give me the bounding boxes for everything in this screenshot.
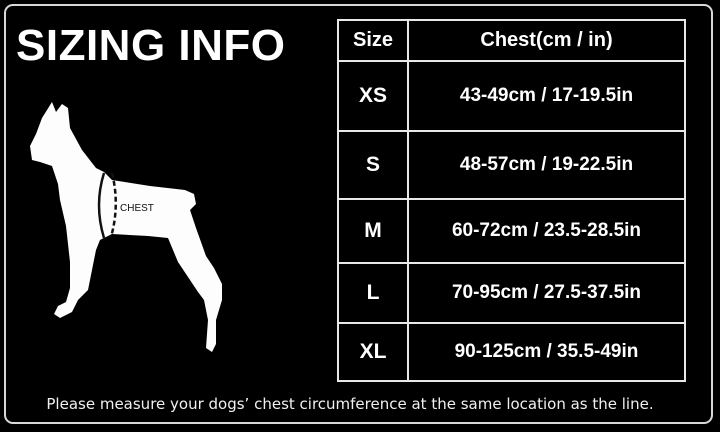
table-row: XS 43-49cm / 17-19.5in bbox=[337, 60, 686, 132]
chest-cell: 48-57cm / 19-22.5in bbox=[407, 130, 686, 200]
size-cell: XS bbox=[337, 60, 409, 132]
table-row: S 48-57cm / 19-22.5in bbox=[337, 130, 686, 200]
measurement-note: Please measure your dogs’ chest circumfe… bbox=[46, 395, 654, 413]
table-row: M 60-72cm / 23.5-28.5in bbox=[337, 198, 686, 264]
chest-measure-dashed-line bbox=[109, 172, 118, 238]
chest-cell: 60-72cm / 23.5-28.5in bbox=[407, 198, 686, 264]
header-size: Size bbox=[337, 19, 409, 62]
header-chest: Chest(cm / in) bbox=[407, 19, 686, 62]
chest-cell: 43-49cm / 17-19.5in bbox=[407, 60, 686, 132]
chest-label: CHEST bbox=[120, 203, 154, 214]
size-table: Size Chest(cm / in) XS 43-49cm / 17-19.5… bbox=[337, 19, 686, 382]
chest-measure-line bbox=[97, 172, 106, 239]
table-header-row: Size Chest(cm / in) bbox=[337, 19, 686, 62]
chest-cell: 90-125cm / 35.5-49in bbox=[407, 322, 686, 382]
size-cell: L bbox=[337, 262, 409, 324]
outer-frame bbox=[4, 4, 713, 424]
size-cell: S bbox=[337, 130, 409, 200]
table-row: XL 90-125cm / 35.5-49in bbox=[337, 322, 686, 382]
chest-cell: 70-95cm / 27.5-37.5in bbox=[407, 262, 686, 324]
dog-silhouette-icon: CHEST bbox=[30, 102, 222, 352]
table-row: L 70-95cm / 27.5-37.5in bbox=[337, 262, 686, 324]
size-cell: XL bbox=[337, 322, 409, 382]
page-title: SIZING INFO bbox=[16, 21, 286, 70]
size-cell: M bbox=[337, 198, 409, 264]
